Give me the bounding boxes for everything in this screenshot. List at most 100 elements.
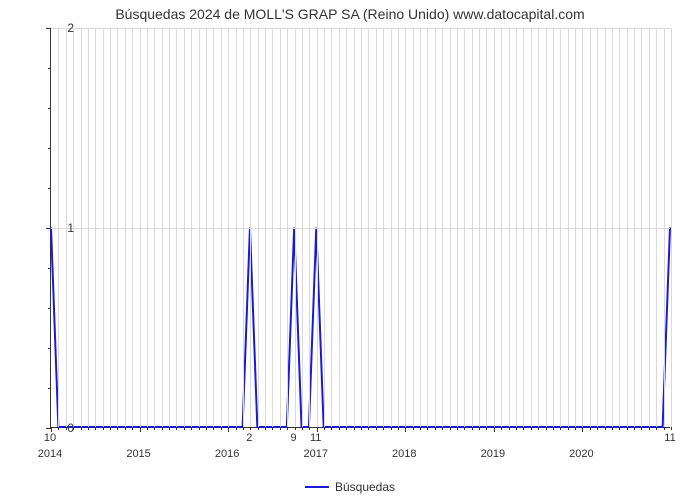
gridline-vertical — [627, 28, 628, 427]
x-minor-tick — [125, 427, 126, 430]
gridline-vertical — [250, 28, 251, 427]
x-minor-tick — [546, 427, 547, 430]
gridline-vertical — [228, 28, 229, 427]
gridline-vertical — [213, 28, 214, 427]
gridline-vertical — [110, 28, 111, 427]
x-minor-tick — [169, 427, 170, 430]
gridline-vertical — [560, 28, 561, 427]
gridline-vertical — [472, 28, 473, 427]
gridline-vertical — [140, 28, 141, 427]
legend-swatch — [305, 486, 329, 488]
y-minor-tick — [48, 148, 51, 149]
gridline-vertical — [464, 28, 465, 427]
x-minor-tick — [486, 427, 487, 430]
x-minor-tick — [361, 427, 362, 430]
gridline-vertical — [450, 28, 451, 427]
x-minor-tick — [191, 427, 192, 430]
x-minor-tick — [184, 427, 185, 430]
gridline-vertical — [546, 28, 547, 427]
y-minor-tick — [48, 308, 51, 309]
gridline-vertical — [413, 28, 414, 427]
gridline-vertical — [656, 28, 657, 427]
gridline-vertical — [479, 28, 480, 427]
x-minor-tick — [287, 427, 288, 430]
x-minor-tick — [265, 427, 266, 430]
gridline-vertical — [605, 28, 606, 427]
gridline-vertical — [494, 28, 495, 427]
x-minor-tick — [81, 427, 82, 430]
gridline-vertical — [597, 28, 598, 427]
x-value-label: 11 — [664, 432, 675, 444]
gridline-vertical — [354, 28, 355, 427]
gridline-vertical — [191, 28, 192, 427]
x-year-label: 2016 — [215, 448, 239, 460]
x-minor-tick — [605, 427, 606, 430]
x-minor-tick — [553, 427, 554, 430]
x-minor-tick — [103, 427, 104, 430]
x-minor-tick — [324, 427, 325, 430]
x-minor-tick — [391, 427, 392, 430]
gridline-vertical — [346, 28, 347, 427]
gridline-vertical — [398, 28, 399, 427]
x-minor-tick — [420, 427, 421, 430]
x-minor-tick — [560, 427, 561, 430]
y-minor-tick — [48, 388, 51, 389]
x-minor-tick — [162, 427, 163, 430]
x-year-label: 2015 — [126, 448, 150, 460]
gridline-vertical — [612, 28, 613, 427]
gridline-vertical — [324, 28, 325, 427]
x-minor-tick — [110, 427, 111, 430]
x-minor-tick — [590, 427, 591, 430]
gridline-vertical — [435, 28, 436, 427]
x-year-label: 2019 — [481, 448, 505, 460]
gridline-vertical — [295, 28, 296, 427]
y-tick-label: 2 — [54, 21, 74, 35]
x-minor-tick — [346, 427, 347, 430]
gridline-vertical — [361, 28, 362, 427]
legend-label: Búsquedas — [335, 480, 395, 494]
x-minor-tick — [450, 427, 451, 430]
x-minor-tick — [354, 427, 355, 430]
x-minor-tick — [634, 427, 635, 430]
x-minor-tick — [627, 427, 628, 430]
x-minor-tick — [199, 427, 200, 430]
plot-area — [50, 28, 670, 428]
gridline-vertical — [287, 28, 288, 427]
gridline-vertical — [383, 28, 384, 427]
y-tick — [46, 228, 51, 229]
x-minor-tick — [501, 427, 502, 430]
gridline-vertical — [427, 28, 428, 427]
gridline-vertical — [501, 28, 502, 427]
x-minor-tick — [398, 427, 399, 430]
gridline-vertical — [553, 28, 554, 427]
gridline-vertical — [317, 28, 318, 427]
gridline-vertical — [568, 28, 569, 427]
gridline-vertical — [117, 28, 118, 427]
gridline-vertical — [376, 28, 377, 427]
y-tick-label: 0 — [54, 421, 74, 435]
x-minor-tick — [221, 427, 222, 430]
x-minor-tick — [442, 427, 443, 430]
x-tick — [582, 427, 583, 432]
x-tick — [405, 427, 406, 432]
gridline-vertical — [125, 28, 126, 427]
x-year-label: 2014 — [38, 448, 62, 460]
gridline-vertical — [132, 28, 133, 427]
gridline-vertical — [221, 28, 222, 427]
x-minor-tick — [656, 427, 657, 430]
x-minor-tick — [413, 427, 414, 430]
gridline-vertical — [641, 28, 642, 427]
gridline-vertical — [88, 28, 89, 427]
y-minor-tick — [48, 268, 51, 269]
x-minor-tick — [132, 427, 133, 430]
gridline-vertical — [368, 28, 369, 427]
gridline-vertical — [634, 28, 635, 427]
gridline-vertical — [516, 28, 517, 427]
chart-title: Búsquedas 2024 de MOLL'S GRAP SA (Reino … — [0, 6, 700, 22]
y-tick-label: 1 — [54, 221, 74, 235]
x-minor-tick — [523, 427, 524, 430]
x-minor-tick — [280, 427, 281, 430]
x-minor-tick — [575, 427, 576, 430]
gridline-vertical — [442, 28, 443, 427]
gridline-vertical — [176, 28, 177, 427]
